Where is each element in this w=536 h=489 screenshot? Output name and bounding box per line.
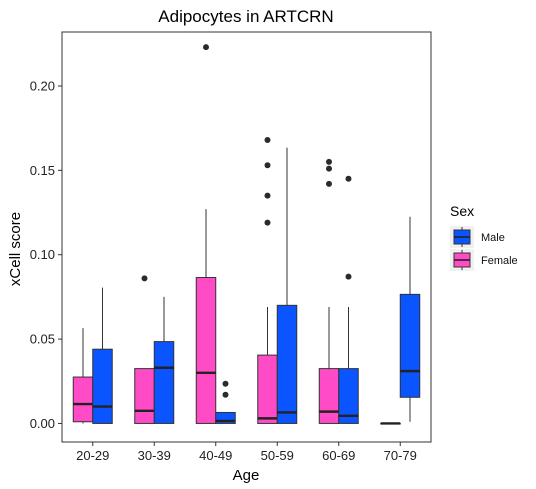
box-body xyxy=(257,354,278,424)
outlier-point xyxy=(345,175,352,182)
box-body xyxy=(92,348,113,424)
box-body xyxy=(318,368,340,424)
box-body xyxy=(134,368,155,424)
box-series xyxy=(72,44,421,425)
x-tick-label: 70-79 xyxy=(384,448,417,463)
x-tick-label: 40-49 xyxy=(199,448,232,463)
outlier-point xyxy=(326,165,332,172)
legend-title: Sex xyxy=(450,203,474,219)
x-tick-label: 60-69 xyxy=(322,448,355,463)
y-tick-label: 0.20 xyxy=(30,78,55,93)
y-tick-label: 0.05 xyxy=(30,332,55,347)
box-female-50-59 xyxy=(257,136,278,424)
box-body xyxy=(153,341,175,424)
y-tick-label: 0.00 xyxy=(30,416,55,431)
chart-title: Adipocytes in ARTCRN xyxy=(158,7,333,26)
outlier-point xyxy=(345,273,352,280)
x-axis: 20-29 30-39 40-49 50-59 60-69 70-79 xyxy=(76,442,417,463)
box-female-60-69 xyxy=(318,158,340,424)
outlier-point xyxy=(326,158,332,165)
box-male-30-39 xyxy=(153,296,175,424)
x-tick-label: 20-29 xyxy=(76,448,109,463)
box-female-40-49 xyxy=(195,44,217,424)
outlier-point xyxy=(264,162,271,169)
box-male-70-79 xyxy=(399,216,421,422)
y-tick-label: 0.15 xyxy=(30,163,55,178)
outlier-point xyxy=(203,44,209,51)
box-male-50-59 xyxy=(276,147,298,424)
y-tick-label: 0.10 xyxy=(30,247,55,262)
x-axis-title: Age xyxy=(233,467,260,484)
outlier-point xyxy=(264,136,271,143)
y-axis: 0.00 0.05 0.10 0.15 0.20 xyxy=(30,78,62,431)
box-body xyxy=(276,304,298,424)
legend-label-male: Male xyxy=(481,232,505,244)
y-axis-title: xCell score xyxy=(7,212,24,286)
outlier-point xyxy=(264,192,271,199)
box-body xyxy=(399,293,421,398)
legend: Sex Male Female xyxy=(450,203,518,271)
box-body xyxy=(338,368,359,424)
x-tick-label: 30-39 xyxy=(138,448,171,463)
outlier-point xyxy=(222,380,229,387)
box-male-60-69 xyxy=(338,175,359,424)
box-body xyxy=(215,411,236,424)
box-male-20-29 xyxy=(92,287,113,424)
outlier-point xyxy=(222,391,229,398)
outlier-point xyxy=(326,180,332,187)
x-tick-label: 50-59 xyxy=(261,448,294,463)
box-female-30-39 xyxy=(134,275,155,424)
box-female-70-79 xyxy=(380,422,401,425)
outlier-point xyxy=(141,275,148,282)
plot-panel-border xyxy=(61,31,432,443)
box-male-40-49 xyxy=(215,380,236,424)
box-body xyxy=(195,276,217,424)
box-body xyxy=(72,376,94,423)
outlier-point xyxy=(264,219,271,226)
legend-label-female: Female xyxy=(481,255,518,267)
